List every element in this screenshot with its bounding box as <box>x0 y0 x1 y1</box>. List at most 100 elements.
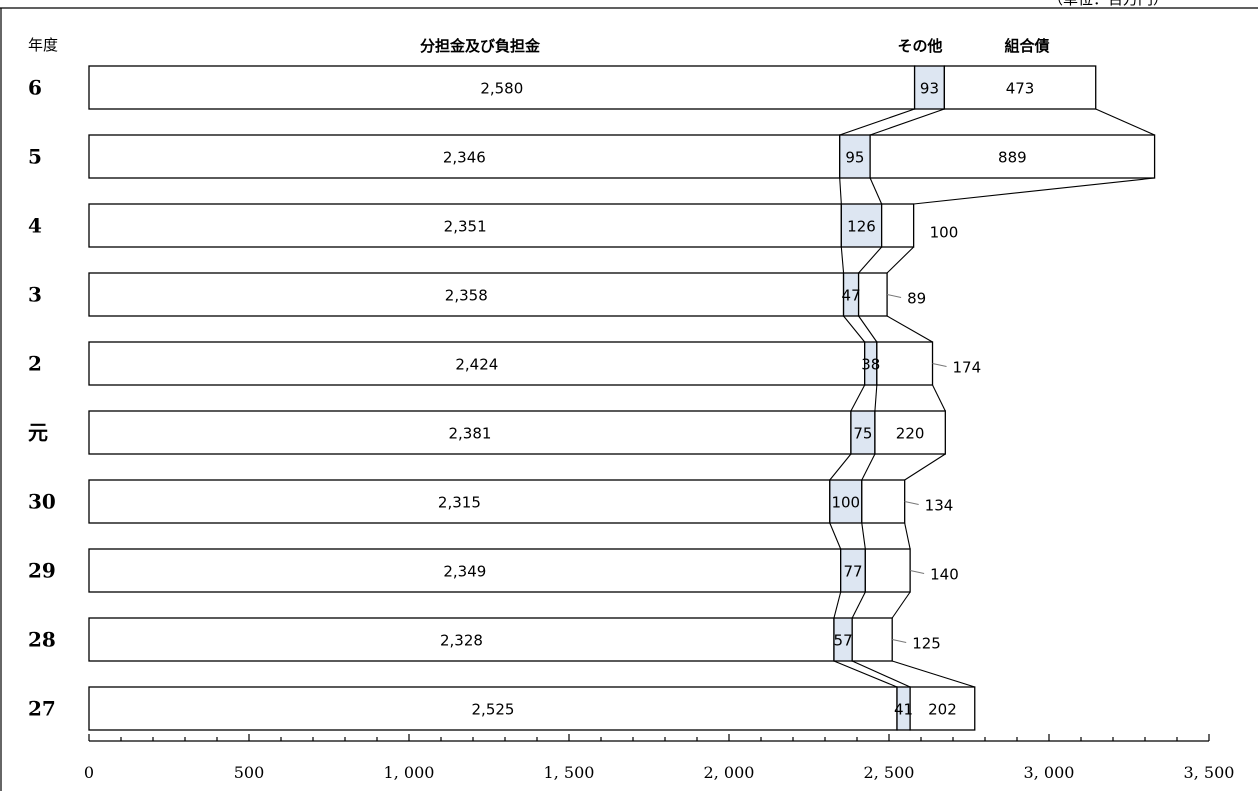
leader-line <box>886 294 902 298</box>
value-label-other: 41 <box>894 701 913 719</box>
bar-other <box>913 65 946 110</box>
connector-line <box>886 246 915 274</box>
x-tick-label: 0 <box>84 763 94 782</box>
bar-main <box>88 65 916 110</box>
value-label-other: 93 <box>920 80 939 98</box>
value-label-main: 2,351 <box>444 218 487 236</box>
connector-line <box>904 453 946 481</box>
bar-main <box>88 134 841 179</box>
leader-line <box>904 501 919 505</box>
category-label: 30 <box>28 490 56 514</box>
connector-line <box>851 660 911 688</box>
bar-main <box>88 410 852 455</box>
bar-bond <box>943 65 1097 110</box>
category-label: 4 <box>28 214 42 238</box>
connector-line <box>869 108 945 136</box>
x-tick-label: 1, 500 <box>544 763 595 782</box>
connector-line <box>861 453 876 481</box>
unit-label: （単位：百万円） <box>1048 0 1168 8</box>
connector-line <box>1095 108 1155 136</box>
value-label-other: 47 <box>842 287 861 305</box>
connector-line <box>829 522 842 550</box>
bar-bond <box>880 203 915 248</box>
bar-other <box>829 479 863 524</box>
bar-bond <box>857 272 888 317</box>
value-label-other: 38 <box>861 356 880 374</box>
x-axis: 0 500 1, 000 1, 500 2, 000 2, 500 3, 000 3, 500 <box>84 734 1235 782</box>
value-label-main: 2,328 <box>440 632 483 650</box>
legend-other: その他 <box>897 37 942 55</box>
connector-line <box>840 246 845 274</box>
connector-line <box>833 660 898 688</box>
connector-line <box>858 246 883 274</box>
x-tick-label: 2, 000 <box>704 763 755 782</box>
category-label: 3 <box>28 283 42 307</box>
value-label-bond: 220 <box>896 425 925 443</box>
value-label-main: 2,525 <box>472 701 515 719</box>
value-label-main: 2,424 <box>455 356 498 374</box>
bar-bond <box>909 686 976 731</box>
value-label-bond: 89 <box>907 290 926 308</box>
value-label-bond: 889 <box>998 149 1027 167</box>
bar-bond <box>874 410 946 455</box>
connector-line <box>839 108 915 136</box>
category-header: 年度 <box>28 36 58 54</box>
connector-line <box>913 177 1155 205</box>
bar-main <box>88 617 835 662</box>
x-tick-label: 500 <box>234 763 265 782</box>
connector-line <box>874 384 878 412</box>
connector-line <box>886 315 933 343</box>
bar-bond <box>869 134 1156 179</box>
bar-main <box>88 479 831 524</box>
value-label-bond: 134 <box>925 497 954 515</box>
value-label-bond: 125 <box>912 635 941 653</box>
value-label-bond: 140 <box>930 566 959 584</box>
x-tick-label: 3, 000 <box>1024 763 1075 782</box>
category-label: 27 <box>28 697 56 721</box>
bar-main <box>88 686 898 731</box>
value-label-main: 2,349 <box>443 563 486 581</box>
category-label: 29 <box>28 559 56 583</box>
value-label-other: 75 <box>853 425 872 443</box>
bar-bond <box>851 617 893 662</box>
value-label-main: 2,381 <box>448 425 491 443</box>
value-label-main: 2,315 <box>438 494 481 512</box>
connector-line <box>858 315 878 343</box>
legend-main: 分担金及び負担金 <box>420 37 541 55</box>
value-label-bond: 202 <box>928 701 957 719</box>
connector-line <box>891 591 911 619</box>
category-label: 5 <box>28 145 42 169</box>
connector-line <box>833 591 842 619</box>
bars <box>88 65 1156 731</box>
connector-line <box>850 384 866 412</box>
value-label-other: 57 <box>834 632 853 650</box>
category-label: 2 <box>28 352 42 376</box>
leader-line <box>932 363 947 367</box>
bar-bond <box>864 548 911 593</box>
connector-line <box>839 177 842 205</box>
value-label-main: 2,358 <box>445 287 488 305</box>
category-label: 6 <box>28 76 42 100</box>
value-label-other: 95 <box>845 149 864 167</box>
connector-line <box>932 384 946 412</box>
value-label-bond: 473 <box>1006 80 1035 98</box>
value-label-bond: 174 <box>953 359 982 377</box>
bar-other <box>840 548 866 593</box>
connector-line <box>851 591 866 619</box>
connector-line <box>892 660 975 688</box>
connector-line <box>869 177 883 205</box>
value-label-main: 2,580 <box>480 80 523 98</box>
value-label-other: 77 <box>843 563 862 581</box>
legend-bond: 組合債 <box>1004 37 1049 55</box>
value-label-main: 2,346 <box>443 149 486 167</box>
bar-bond <box>861 479 906 524</box>
connector-line <box>843 315 866 343</box>
bar-bond <box>876 341 934 386</box>
category-label: 元 <box>28 421 48 445</box>
value-label-other: 126 <box>847 218 876 236</box>
connector-line <box>904 522 911 550</box>
leader-line <box>910 570 925 574</box>
leader-line <box>892 639 907 643</box>
bar-main <box>88 272 845 317</box>
x-tick-label: 3, 500 <box>1184 763 1235 782</box>
